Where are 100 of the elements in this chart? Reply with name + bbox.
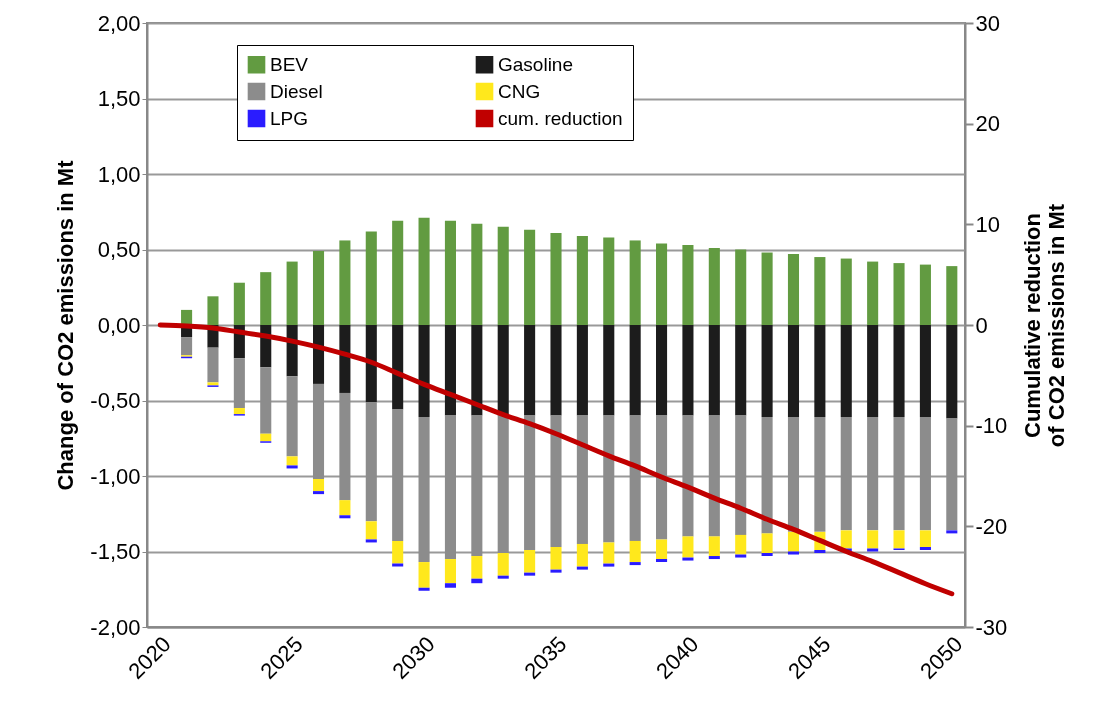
y2-tick-label: 30 [975, 10, 1000, 36]
bar [444, 559, 456, 584]
bar [867, 417, 879, 531]
bar [893, 263, 905, 325]
y2-axis-title: Cumulative reduction of CO2 emissions in Mt [1020, 203, 1070, 448]
bar [260, 433, 272, 442]
bar [576, 415, 588, 544]
y2-tick-label: 20 [975, 111, 1000, 137]
bar [418, 217, 430, 325]
bar [840, 325, 852, 418]
bar [286, 376, 298, 457]
bar [497, 226, 509, 325]
bar [550, 569, 562, 573]
bar [787, 325, 800, 418]
bar [471, 325, 483, 416]
bar [629, 415, 641, 541]
bar [524, 325, 536, 416]
bar [576, 325, 588, 416]
bar [524, 549, 536, 573]
y-tick-label: 1,50 [97, 86, 141, 111]
bar [550, 325, 562, 416]
bar [946, 325, 958, 419]
bar [497, 575, 509, 579]
y-tick-label: 0,00 [97, 312, 141, 338]
bar [682, 244, 694, 325]
bar [787, 551, 800, 555]
bar [444, 583, 456, 588]
y-tick-label: -1,00 [90, 463, 141, 489]
bar [524, 229, 536, 325]
bar [286, 456, 298, 466]
bar [682, 415, 694, 537]
bar [392, 325, 404, 410]
legend-label: Diesel [270, 80, 323, 102]
bar [181, 337, 193, 356]
y2-tick-label: 10 [975, 211, 1000, 237]
bar [603, 325, 615, 416]
bar [260, 272, 272, 325]
bar [339, 325, 351, 393]
bar [471, 415, 483, 557]
bar [603, 542, 615, 564]
bar [550, 546, 562, 570]
bar [629, 240, 641, 325]
bar [576, 543, 588, 567]
bar [550, 232, 562, 325]
bar [603, 563, 615, 567]
bar [471, 223, 483, 325]
bar [497, 325, 509, 416]
bar [867, 261, 879, 325]
bar [656, 325, 668, 416]
bar [286, 261, 298, 325]
bar [497, 415, 509, 554]
y-axis-title: Change of CO2 emissions in Mt [53, 159, 79, 491]
bar [339, 392, 351, 501]
bar [946, 530, 958, 534]
bar [840, 258, 852, 325]
bar [365, 521, 377, 540]
bar [260, 367, 272, 434]
bar [867, 530, 879, 549]
bar [893, 530, 905, 549]
bar [418, 562, 430, 588]
bar [787, 531, 800, 552]
bar [867, 548, 879, 552]
legend-label: BEV [270, 53, 309, 75]
bar [656, 243, 668, 325]
bar [603, 415, 615, 543]
bar [840, 417, 852, 531]
bar [339, 240, 351, 325]
bar [524, 572, 536, 576]
legend-label: cum. reduction [498, 107, 623, 129]
bar [365, 402, 377, 522]
bar [312, 479, 325, 492]
bar [207, 296, 219, 325]
bar [444, 220, 456, 325]
bar [524, 415, 536, 550]
y-tick-label: 0,50 [97, 237, 141, 262]
bar [735, 415, 747, 535]
bar [392, 563, 404, 567]
bar [919, 264, 931, 325]
bar [946, 266, 958, 325]
bar [312, 325, 325, 384]
bar [787, 417, 800, 532]
bar [893, 325, 905, 418]
bar [814, 257, 826, 325]
bar [787, 254, 800, 325]
bar [946, 418, 958, 531]
y2-tick-label: -30 [975, 614, 1008, 640]
bar [286, 465, 298, 469]
bar [576, 566, 588, 570]
bar [761, 252, 773, 325]
bar [682, 557, 694, 561]
bar [761, 325, 773, 418]
bar [418, 417, 430, 563]
bar [312, 251, 325, 325]
bar [392, 409, 404, 541]
bar [682, 536, 694, 558]
bar [708, 536, 720, 557]
legend-label: CNG [498, 80, 541, 102]
bar [392, 220, 404, 325]
y2-tick-label: -10 [975, 413, 1008, 439]
legend-label: LPG [270, 107, 309, 129]
